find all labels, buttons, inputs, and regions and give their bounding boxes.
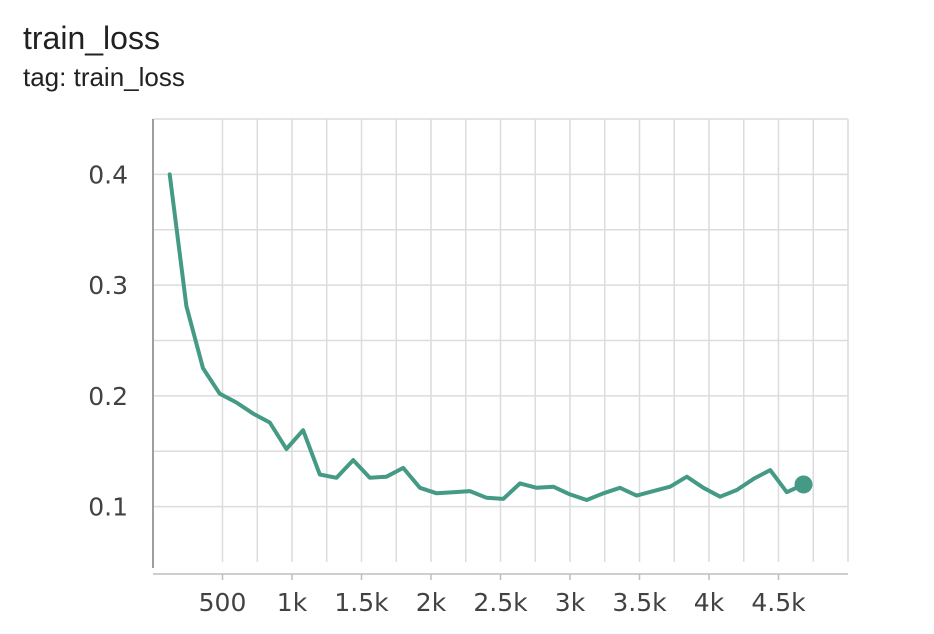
- x-tick-label: 3k: [555, 588, 586, 617]
- chart-subtitle: tag: train_loss: [23, 62, 185, 92]
- y-tick-label: 0.2: [88, 382, 128, 411]
- x-tick-label: 4k: [694, 588, 725, 617]
- x-axis-ticks: 500 1k 1.5k 2k 2.5k 3k 3.5k 4k 4.5k: [199, 574, 806, 617]
- y-tick-label: 0.4: [88, 160, 128, 189]
- x-tick-label: 2k: [416, 588, 447, 617]
- y-tick-label: 0.1: [88, 493, 128, 522]
- series-layer: [167, 172, 813, 502]
- x-tick-label: 1.5k: [334, 588, 389, 617]
- x-tick-label: 4.5k: [751, 588, 806, 617]
- chart-title: train_loss: [23, 20, 160, 56]
- grid: [153, 118, 849, 562]
- x-tick-label: 2.5k: [473, 588, 528, 617]
- y-tick-label: 0.3: [88, 271, 128, 300]
- x-tick-label: 3.5k: [612, 588, 667, 617]
- y-axis-ticks: 0.1 0.2 0.3 0.4: [88, 160, 128, 521]
- last-point-marker[interactable]: [794, 475, 813, 494]
- series-line: [167, 172, 806, 502]
- x-tick-label: 1k: [277, 588, 308, 617]
- x-tick-label: 500: [199, 588, 247, 617]
